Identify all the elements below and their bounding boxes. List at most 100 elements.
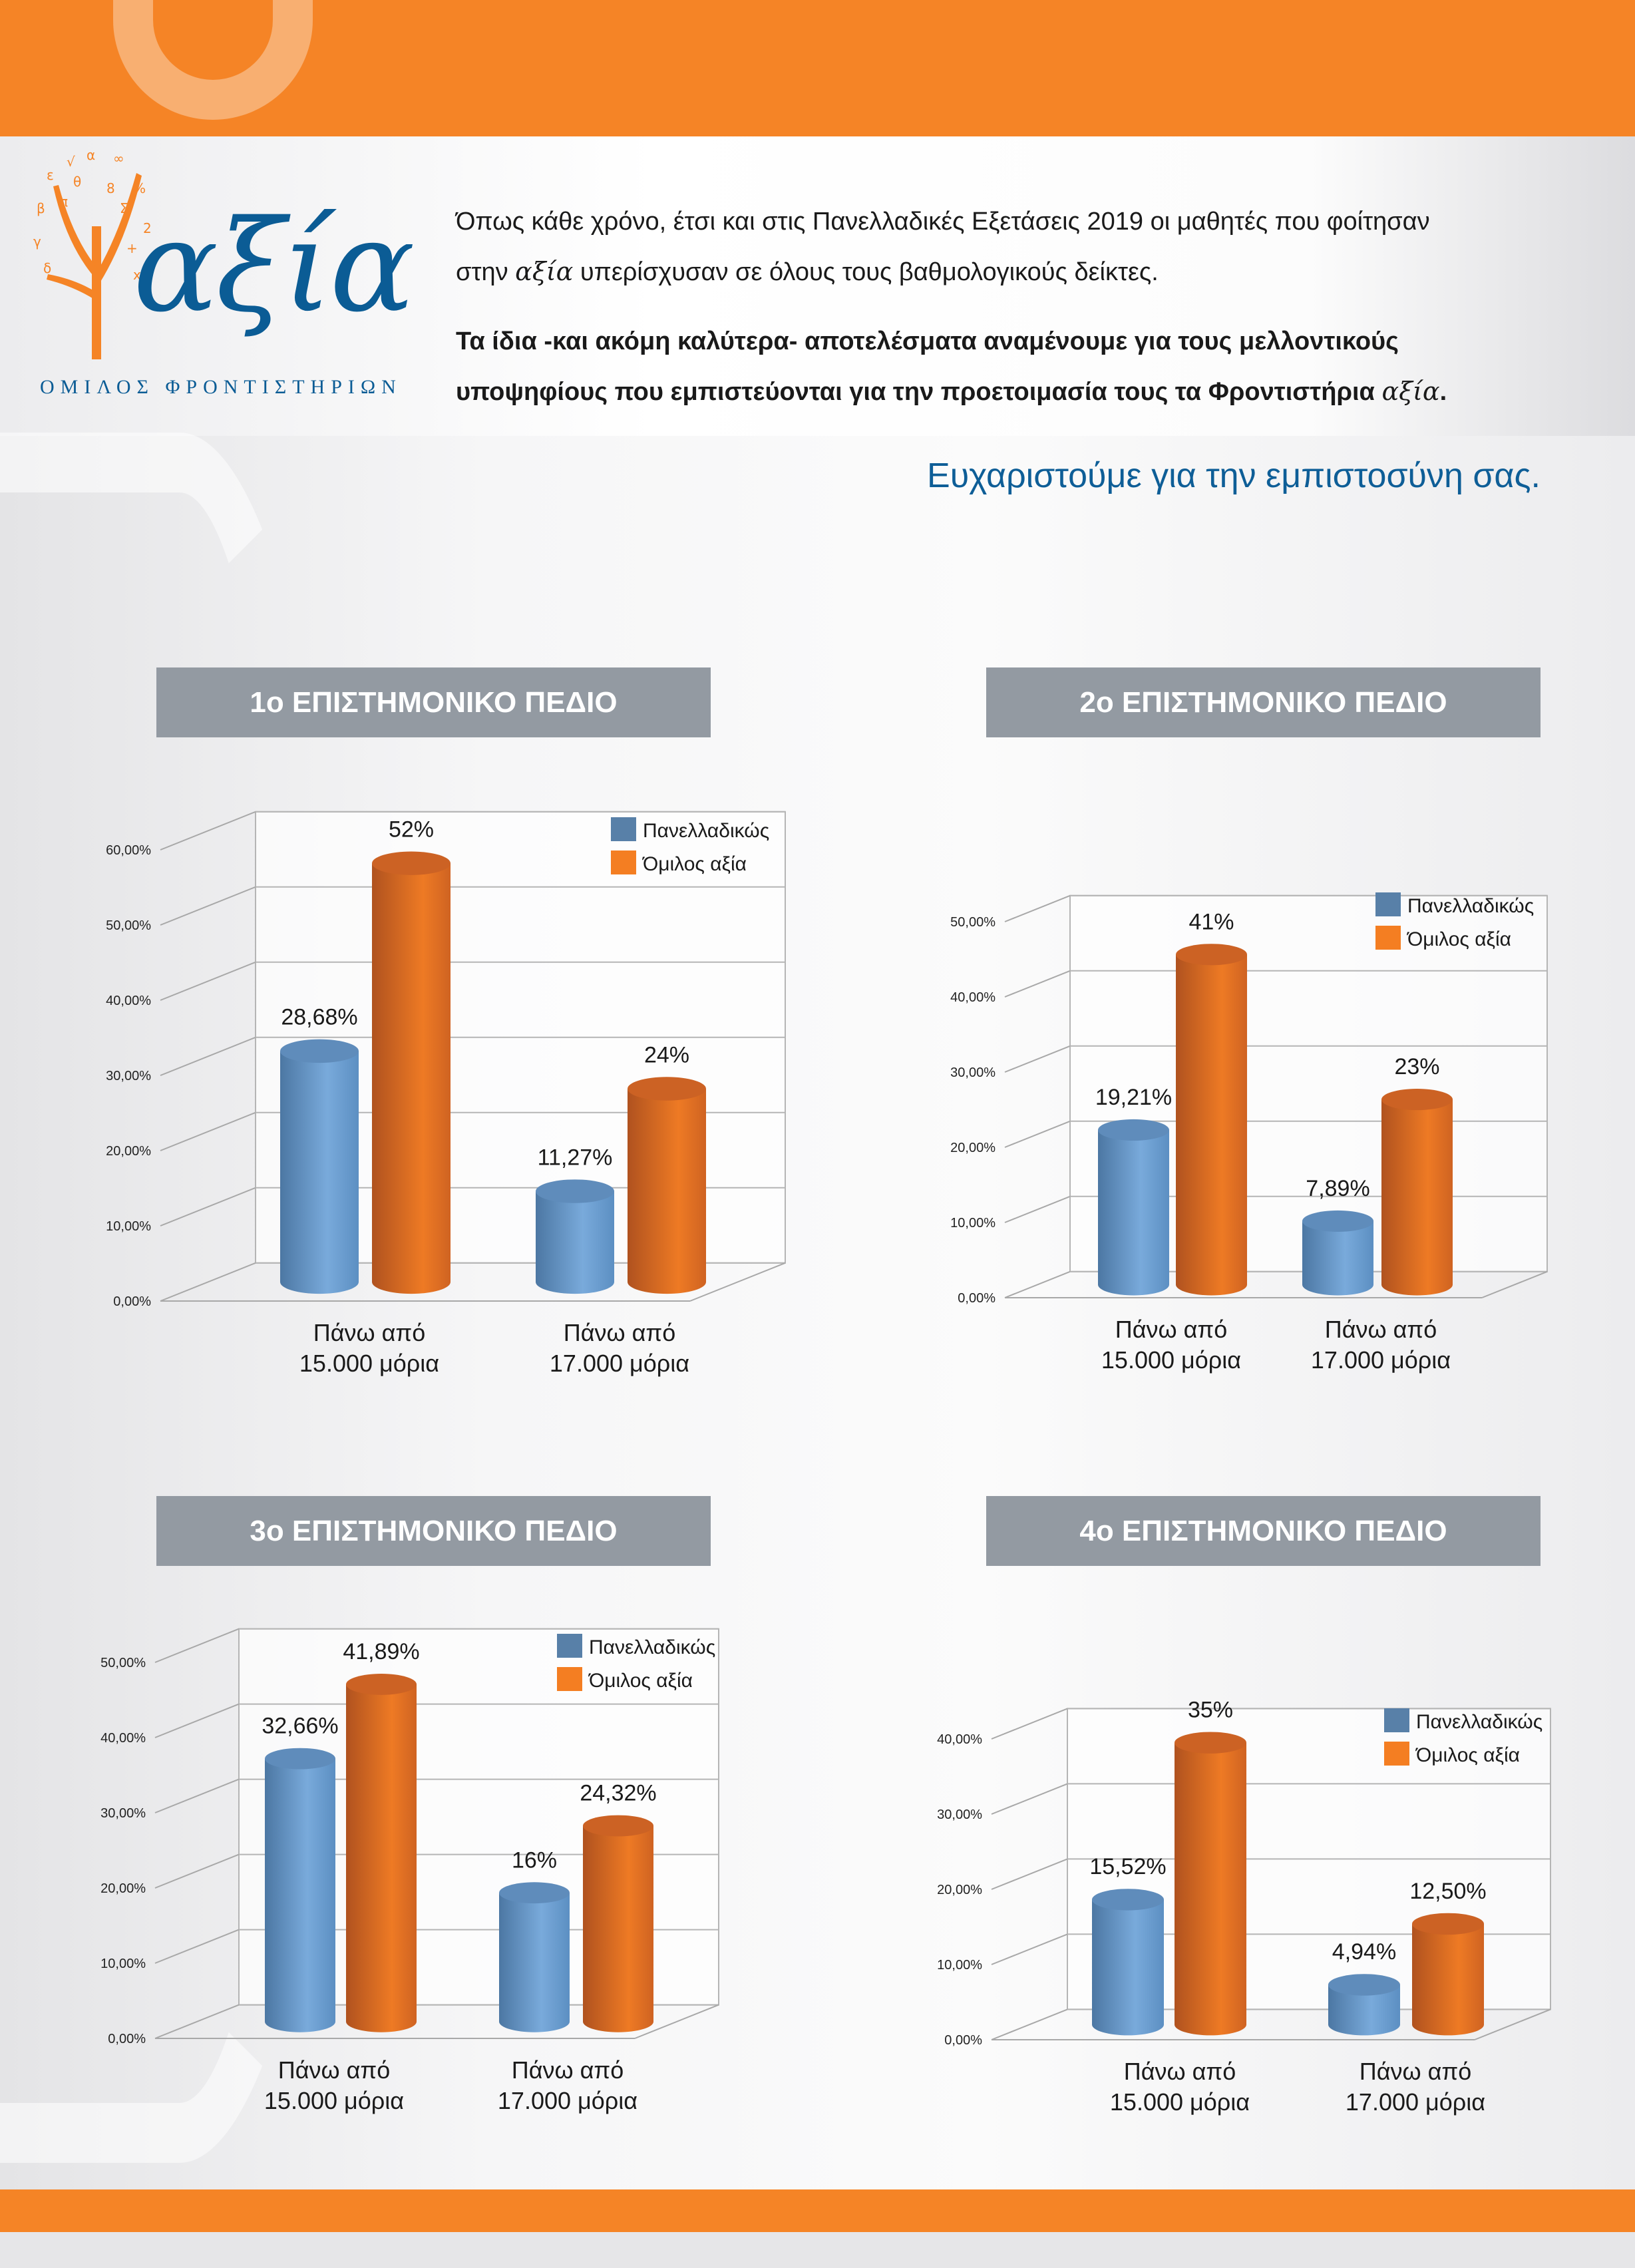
chart-2-title-text: 2ο ΕΠΙΣΤΗΜΟΝΙΚΟ ΠΕΔΙΟ xyxy=(1079,685,1447,719)
bar-axia xyxy=(346,1674,417,2032)
top-orange-band xyxy=(0,0,1635,136)
gridline-side xyxy=(991,1858,1068,1890)
chart-3-title-text: 3ο ΕΠΙΣΤΗΜΟΝΙΚΟ ΠΕΔΙΟ xyxy=(250,1514,618,1547)
gridline-side xyxy=(160,1187,256,1227)
thanks-message: Ευχαριστούμε για την εμπιστοσύνη σας. xyxy=(927,457,1541,495)
legend-label: Όμιλος αξία xyxy=(1406,928,1511,950)
bar-axia xyxy=(583,1815,653,2032)
data-label: 41,89% xyxy=(343,1639,419,1664)
x-category-label: Πάνω από xyxy=(313,1319,426,1346)
bar-top xyxy=(346,1674,417,1695)
x-category-label: Πάνω από xyxy=(1325,1316,1437,1343)
svg-text:2: 2 xyxy=(143,220,152,236)
y-tick-label: 50,00% xyxy=(106,918,151,933)
bar-top xyxy=(536,1179,614,1203)
bar-panhellenic xyxy=(1328,1974,1400,2036)
chart-1-title-text: 1ο ΕΠΙΣΤΗΜΟΝΙΚΟ ΠΕΔΙΟ xyxy=(250,685,618,719)
gridline-side xyxy=(154,1853,240,1889)
bar-panhellenic xyxy=(536,1179,614,1294)
bar-axia xyxy=(628,1077,706,1294)
svg-text:θ: θ xyxy=(73,174,81,190)
bar-body xyxy=(628,1089,706,1282)
intro-bold-line-1: Τα ίδια -και ακόμη καλύτερα- αποτελέσματ… xyxy=(456,327,1399,355)
svg-text:8: 8 xyxy=(106,180,115,196)
x-category-label: Πάνω από xyxy=(564,1319,676,1346)
gridline-side xyxy=(154,2004,240,2039)
bar-top xyxy=(372,851,451,875)
x-category-label: 15.000 μόρια xyxy=(299,1350,439,1377)
legend-label: Πανελλαδικώς xyxy=(643,820,769,842)
y-tick-label: 20,00% xyxy=(950,1141,996,1155)
bar-top xyxy=(499,1882,570,1904)
footer-band xyxy=(0,2232,1635,2268)
bar-body xyxy=(1176,954,1247,1285)
logo-subtitle: ΟΜΙΛΟΣ ΦΡΟΝΤΙΣΤΗΡΙΩΝ xyxy=(40,376,402,398)
gridline-side xyxy=(160,961,256,1001)
chart-1-title: 1ο ΕΠΙΣΤΗΜΟΝΙΚΟ ΠΕΔΙΟ xyxy=(156,667,711,737)
svg-text:ε: ε xyxy=(47,167,54,183)
data-label: 28,68% xyxy=(281,1005,357,1030)
bar-body xyxy=(583,1825,653,2022)
x-category-label: 15.000 μόρια xyxy=(1110,2088,1250,2116)
x-category-label: 17.000 μόρια xyxy=(1346,2088,1485,2116)
legend-label: Όμιλος αξία xyxy=(588,1670,693,1692)
y-tick-label: 0,00% xyxy=(944,2033,982,2048)
legend-label: Όμιλος αξία xyxy=(641,853,747,875)
bar-panhellenic xyxy=(280,1039,359,1294)
y-tick-label: 30,00% xyxy=(950,1065,996,1080)
x-category-label: 17.000 μόρια xyxy=(550,1350,689,1377)
gridline-side xyxy=(154,1929,240,1964)
intro-line-2-pre: στην xyxy=(456,258,516,286)
bar-top xyxy=(280,1039,359,1063)
gridline-side xyxy=(1004,1195,1071,1223)
floor-right-edge xyxy=(634,2004,719,2039)
bar-axia xyxy=(1412,1913,1484,2036)
data-label: 4,94% xyxy=(1332,1939,1396,1965)
gridline-side xyxy=(991,2008,1068,2040)
floor-right-edge xyxy=(689,1262,786,1302)
legend-swatch xyxy=(1384,1708,1409,1732)
x-category-label: Πάνω από xyxy=(1360,2058,1472,2085)
legend-swatch xyxy=(611,850,636,874)
y-tick-label: 30,00% xyxy=(937,1807,982,1822)
tree-icon: ε √ α ∞ % β π Σ 2 γ + δ x θ 8 xyxy=(33,147,152,359)
bar-panhellenic xyxy=(499,1882,570,2032)
legend-swatch xyxy=(611,817,636,841)
data-label: 19,21% xyxy=(1095,1085,1172,1110)
data-label: 32,66% xyxy=(262,1714,338,1739)
y-tick-label: 0,00% xyxy=(108,2032,146,2046)
y-tick-label: 10,00% xyxy=(106,1219,151,1234)
legend-swatch xyxy=(557,1634,582,1658)
gridline-side xyxy=(1004,1045,1071,1073)
intro-line-1: Όπως κάθε χρόνο, έτσι και στις Πανελλαδι… xyxy=(456,208,1430,236)
y-tick-label: 10,00% xyxy=(950,1216,996,1230)
logo-wordmark: αξία xyxy=(133,193,415,340)
intro-bold-line-2-pre: υποψηφίους που εμπιστεύονται για την προ… xyxy=(456,378,1382,406)
floor-right-edge xyxy=(1481,1270,1548,1298)
bar-top xyxy=(1098,1119,1169,1141)
svg-text:x: x xyxy=(133,267,141,283)
gridline-side xyxy=(160,1111,256,1151)
svg-text:β: β xyxy=(37,200,45,216)
floor-right-edge xyxy=(1474,2008,1551,2040)
bar-body xyxy=(346,1684,417,2022)
bar-body xyxy=(265,1758,335,2022)
bar-top xyxy=(1302,1210,1373,1232)
bar-top xyxy=(1175,1732,1246,1754)
gridline-side xyxy=(160,886,256,926)
chart-3: 0,00% 10,00% 20,00% 30,00% 40,00% 50,00% 32,66… xyxy=(100,1628,719,2114)
y-tick-label: 40,00% xyxy=(950,990,996,1005)
bar-top xyxy=(1092,1889,1164,1911)
svg-text:∞: ∞ xyxy=(113,150,124,166)
y-tick-label: 40,00% xyxy=(106,994,151,1008)
chart-1: 0,00% 10,00% 20,00% 30,00% 40,00% 50,00% 60,00… xyxy=(106,811,786,1377)
chart-2: 0,00% 10,00% 20,00% 30,00% 40,00% 50,00% 19,21… xyxy=(950,892,1548,1374)
chart-3-title: 3ο ΕΠΙΣΤΗΜΟΝΙΚΟ ΠΕΔΙΟ xyxy=(156,1496,711,1566)
svg-text:γ: γ xyxy=(33,234,41,250)
y-tick-label: 20,00% xyxy=(106,1144,151,1159)
legend-label: Πανελλαδικώς xyxy=(589,1636,715,1658)
bar-body xyxy=(499,1893,570,2022)
bar-body xyxy=(1381,1099,1453,1285)
gridline-side xyxy=(160,811,256,850)
axia-logo: ε √ α ∞ % β π Σ 2 γ + δ x θ 8 αξία ΟΜΙΛΟΣ ΦΡΟΝΤΙΣΤΗ… xyxy=(20,146,415,413)
